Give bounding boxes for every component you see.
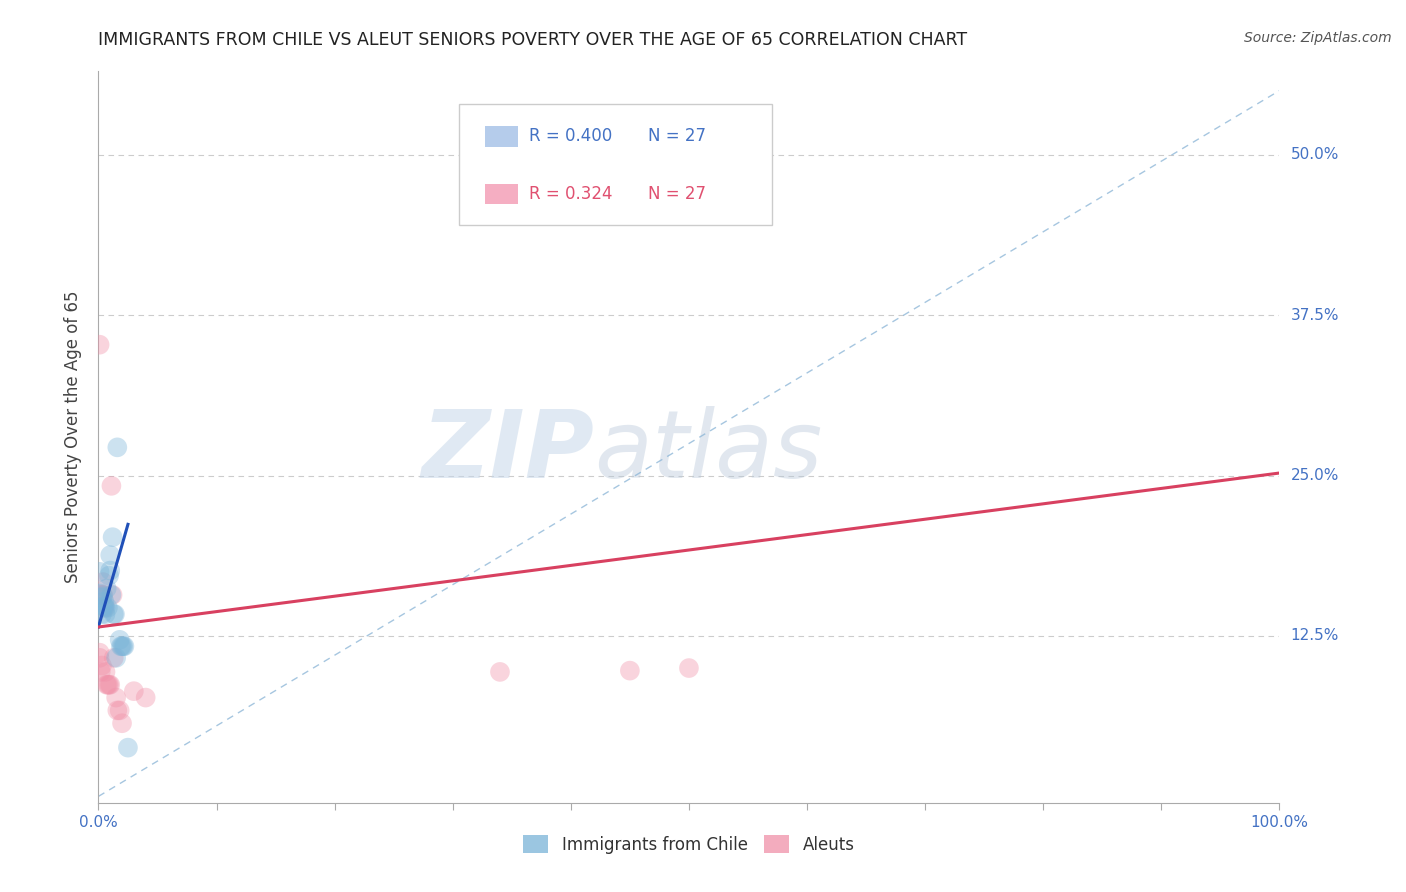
FancyBboxPatch shape xyxy=(485,126,517,146)
Point xyxy=(135,690,157,705)
Point xyxy=(89,650,111,665)
Text: ZIP: ZIP xyxy=(422,406,595,498)
Point xyxy=(105,690,128,705)
Point xyxy=(105,703,128,717)
Text: 50.0%: 50.0% xyxy=(1291,147,1339,162)
Text: N = 27: N = 27 xyxy=(648,186,706,203)
Point xyxy=(96,582,118,596)
Point xyxy=(94,665,117,679)
Point xyxy=(91,588,114,602)
Point xyxy=(93,594,115,608)
Text: 25.0%: 25.0% xyxy=(1291,468,1339,483)
Text: 37.5%: 37.5% xyxy=(1291,308,1339,323)
Point xyxy=(93,599,115,614)
Point xyxy=(122,684,145,698)
Point xyxy=(91,607,114,622)
Point xyxy=(91,589,114,603)
Point xyxy=(98,568,121,582)
Point xyxy=(91,575,114,590)
Text: atlas: atlas xyxy=(595,406,823,497)
Text: R = 0.400: R = 0.400 xyxy=(530,128,613,145)
Point xyxy=(117,740,139,755)
Point xyxy=(98,548,121,562)
Point xyxy=(94,600,117,615)
Point xyxy=(98,678,121,692)
Point xyxy=(678,661,700,675)
Point xyxy=(96,678,118,692)
Point xyxy=(110,639,132,653)
Point xyxy=(94,607,117,622)
Point xyxy=(98,678,121,692)
Point xyxy=(90,588,112,602)
Point xyxy=(103,607,125,622)
Text: 12.5%: 12.5% xyxy=(1291,629,1339,643)
Point xyxy=(112,639,135,653)
Point xyxy=(111,716,134,731)
Point xyxy=(97,600,120,615)
Point xyxy=(91,591,114,605)
Point xyxy=(105,650,128,665)
Text: IMMIGRANTS FROM CHILE VS ALEUT SENIORS POVERTY OVER THE AGE OF 65 CORRELATION CH: IMMIGRANTS FROM CHILE VS ALEUT SENIORS P… xyxy=(98,31,967,49)
Point xyxy=(112,639,135,653)
Point xyxy=(103,650,125,665)
Point xyxy=(90,665,112,679)
Point xyxy=(91,588,114,602)
Point xyxy=(98,564,121,578)
Point xyxy=(105,441,128,455)
Y-axis label: Seniors Poverty Over the Age of 65: Seniors Poverty Over the Age of 65 xyxy=(65,291,83,583)
Point xyxy=(489,665,512,679)
Point xyxy=(104,607,127,622)
Point xyxy=(100,479,122,493)
Point xyxy=(101,530,124,544)
FancyBboxPatch shape xyxy=(485,184,517,204)
Point xyxy=(91,658,114,673)
Legend: Immigrants from Chile, Aleuts: Immigrants from Chile, Aleuts xyxy=(516,829,862,860)
Point xyxy=(93,600,115,615)
Text: N = 27: N = 27 xyxy=(648,128,706,145)
Point xyxy=(108,632,131,647)
Point xyxy=(100,588,122,602)
Point xyxy=(89,565,111,579)
Text: Source: ZipAtlas.com: Source: ZipAtlas.com xyxy=(1244,31,1392,45)
Point xyxy=(619,664,641,678)
Point xyxy=(89,646,111,660)
Point xyxy=(91,599,114,614)
Point xyxy=(90,587,112,601)
Point xyxy=(101,588,124,602)
Point xyxy=(89,337,111,351)
Point xyxy=(108,703,131,717)
FancyBboxPatch shape xyxy=(458,104,772,225)
Point xyxy=(97,678,120,692)
Point xyxy=(111,639,134,653)
Text: R = 0.324: R = 0.324 xyxy=(530,186,613,203)
